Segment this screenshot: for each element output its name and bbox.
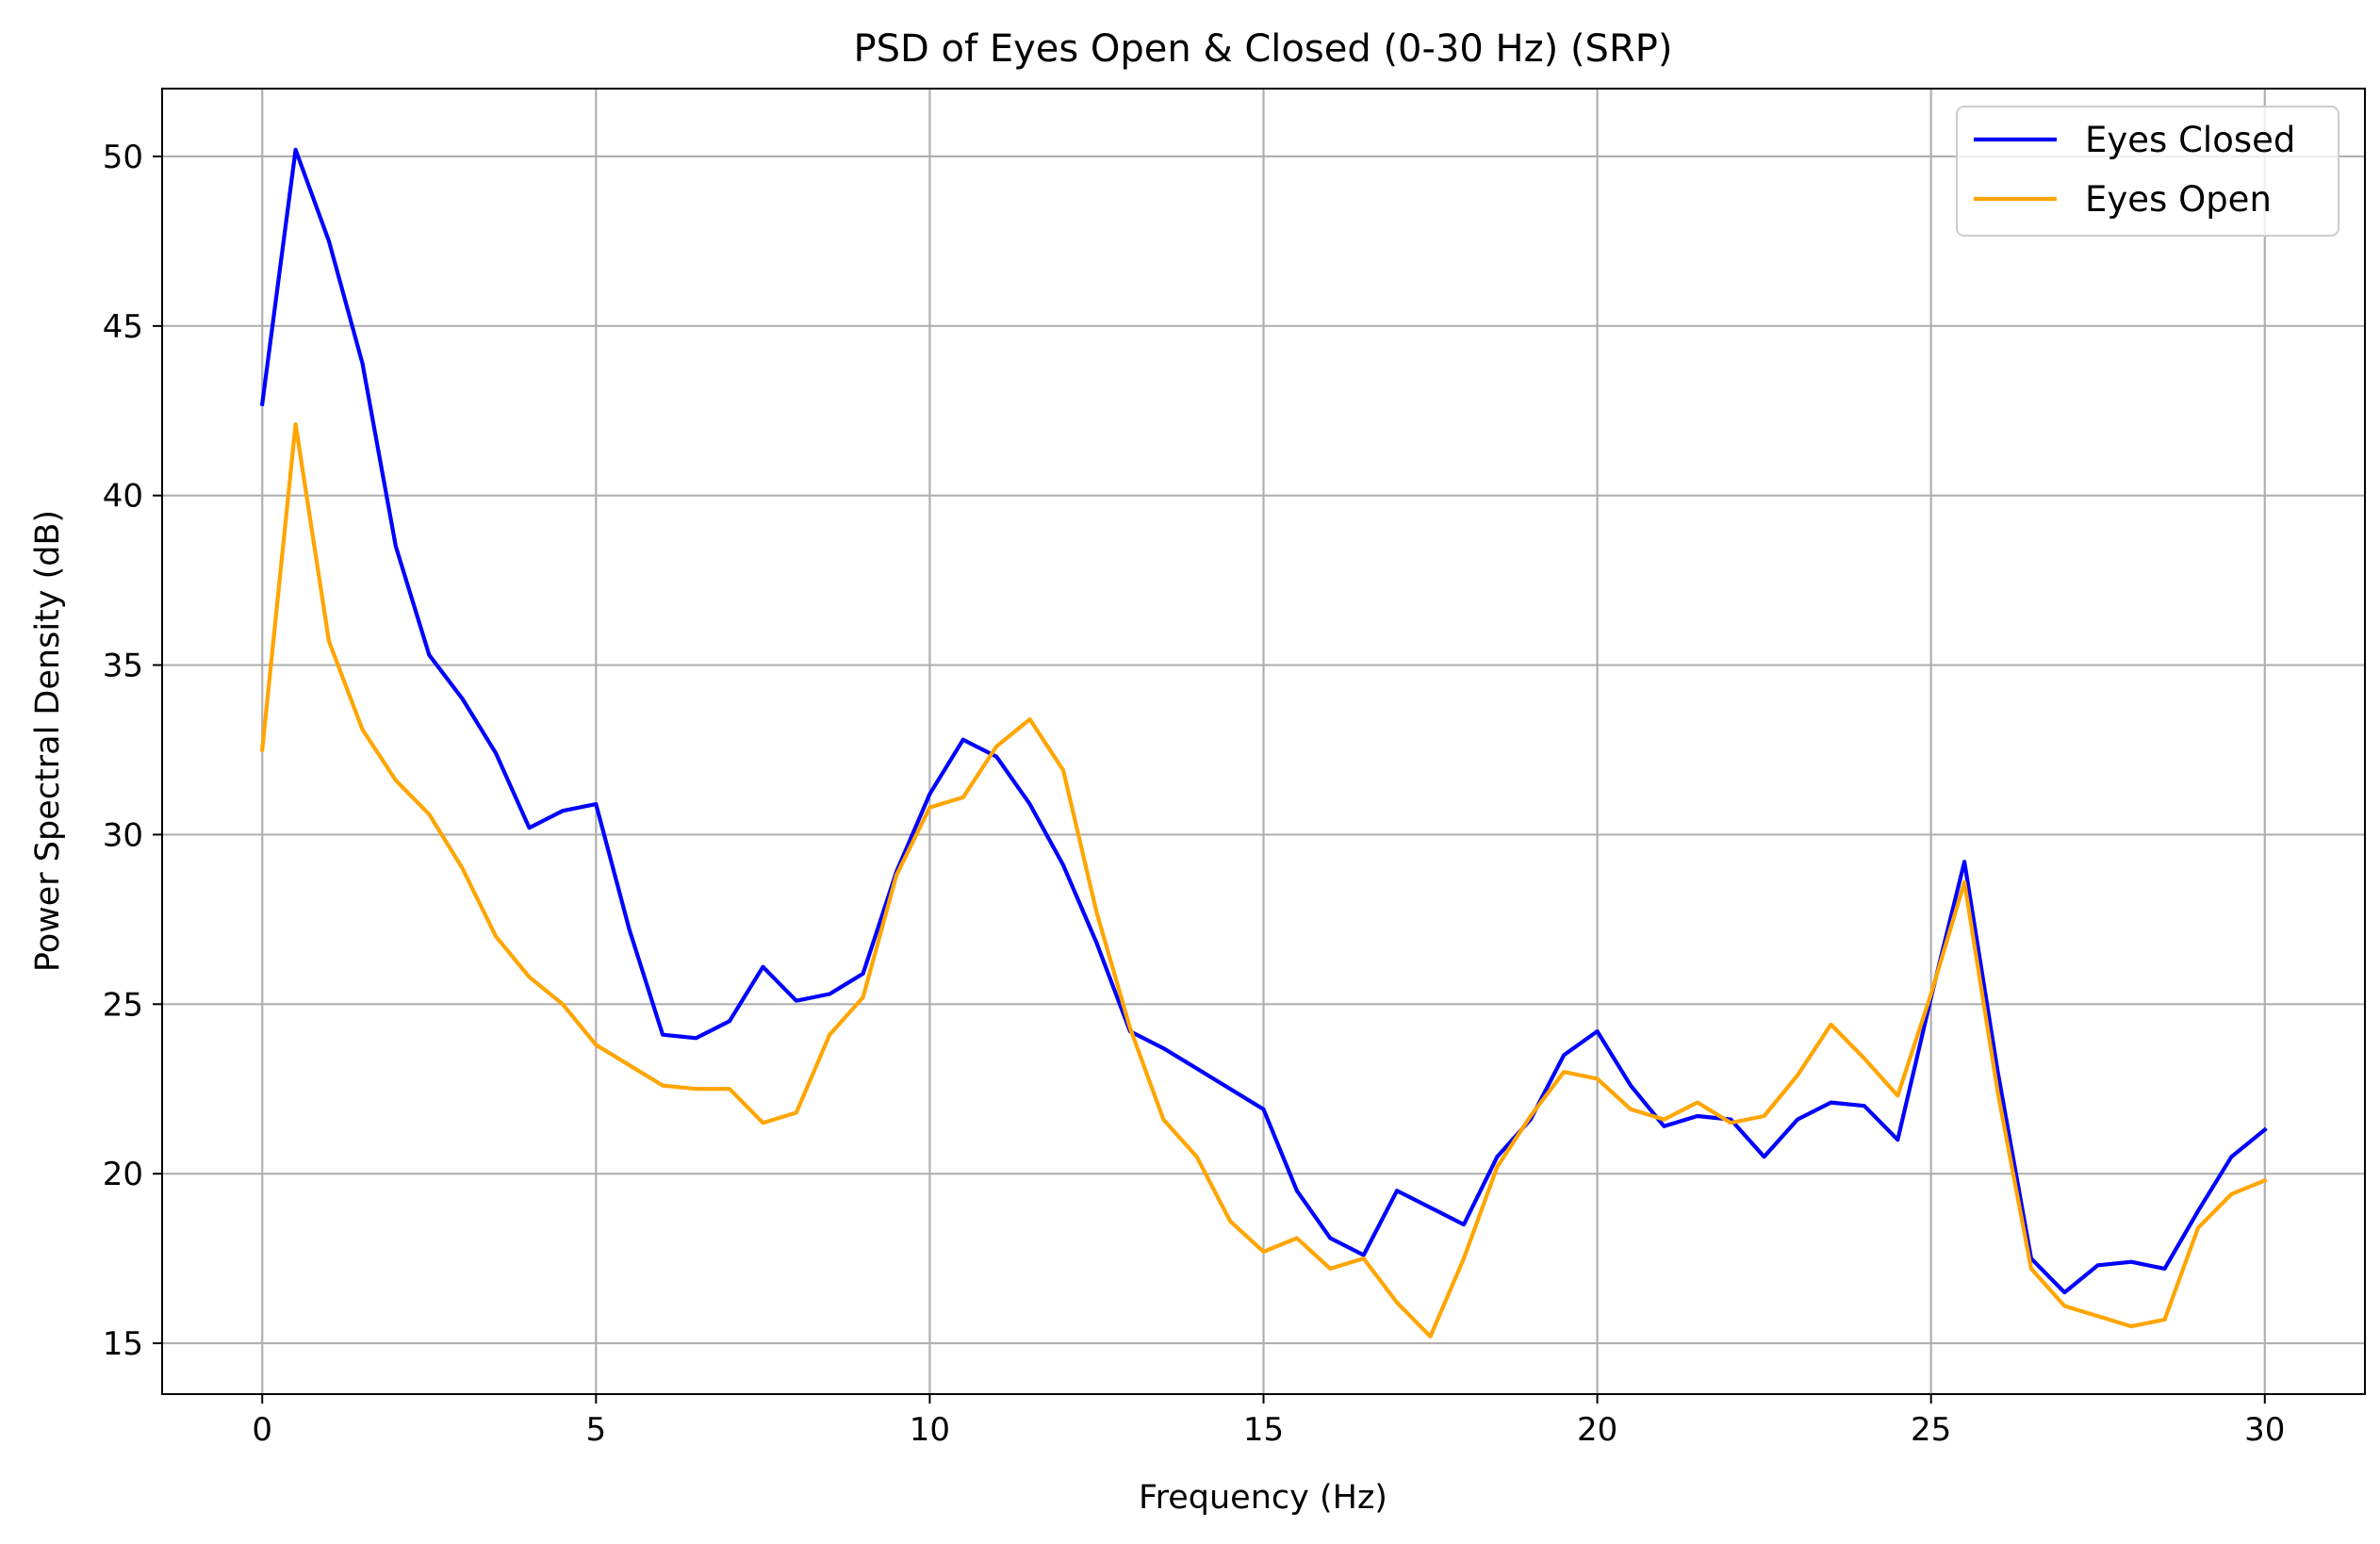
y-tick-label: 50 [103,139,143,176]
y-tick-label: 45 [103,308,143,346]
legend: Eyes Closed Eyes Open [1956,106,2339,237]
y-tick-label: 40 [103,478,143,516]
x-tick-label: 15 [1243,1411,1284,1449]
axis-ticks: 0 5 10 15 20 25 30 15 20 25 30 35 40 45 50 [103,139,2286,1449]
y-tick-label: 20 [103,1156,143,1193]
series-lines [259,147,2268,1339]
y-tick-label: 25 [103,986,143,1024]
x-axis-label: Frequency (Hz) [1139,1479,1387,1517]
legend-label-eyes-closed: Eyes Closed [2085,120,2295,160]
grid [162,89,2365,1394]
y-tick-label: 15 [103,1325,143,1363]
y-tick-label: 30 [103,816,143,854]
x-tick-label: 5 [585,1411,606,1449]
legend-label-eyes-open: Eyes Open [2085,179,2272,220]
x-tick-label: 20 [1577,1411,1617,1449]
x-tick-label: 0 [252,1411,272,1449]
x-tick-label: 10 [910,1411,950,1449]
series-line-eyes-open [259,422,2268,1339]
y-tick-label: 35 [103,648,143,685]
x-tick-label: 30 [2244,1411,2285,1449]
x-tick-label: 25 [1911,1411,1951,1449]
chart-title: PSD of Eyes Open & Closed (0-30 Hz) (SRP… [854,27,1673,71]
y-axis-label: Power Spectral Density (dB) [29,510,67,972]
